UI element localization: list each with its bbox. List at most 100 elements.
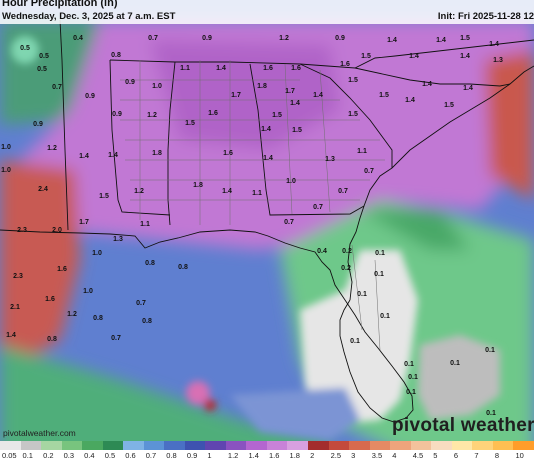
precip-value-label: 0.7 bbox=[284, 219, 294, 226]
precip-value-label: 1.4 bbox=[405, 97, 415, 104]
precip-value-label: 1.0 bbox=[152, 83, 162, 90]
precip-value-label: 0.5 bbox=[37, 66, 47, 73]
precip-value-label: 1.1 bbox=[252, 190, 262, 197]
scale-swatch bbox=[410, 441, 432, 450]
precip-value-label: 1.2 bbox=[67, 311, 77, 318]
precip-value-label: 1.6 bbox=[57, 266, 67, 273]
precip-value-label: 0.4 bbox=[317, 248, 327, 255]
init-time: Init: Fri 2025-11-28 12 bbox=[437, 11, 534, 22]
precip-value-label: 0.1 bbox=[486, 410, 496, 417]
scale-swatch bbox=[451, 441, 473, 450]
scale-swatch bbox=[328, 441, 350, 450]
precip-value-label: 1.4 bbox=[216, 65, 226, 72]
precip-value-label: 0.8 bbox=[142, 318, 152, 325]
scale-swatch bbox=[225, 441, 247, 450]
texas-louisiana-line bbox=[59, 19, 69, 231]
precip-value-label: 0.9 bbox=[125, 79, 135, 86]
scale-swatch bbox=[61, 441, 83, 450]
scale-swatch bbox=[390, 441, 411, 450]
precip-value-label: 1.0 bbox=[286, 178, 296, 185]
scale-swatch bbox=[143, 441, 165, 450]
scale-label: 1.2 bbox=[227, 451, 239, 460]
trace-shading bbox=[11, 36, 500, 440]
precip-value-label: 1.1 bbox=[357, 148, 367, 155]
scale-swatch bbox=[472, 441, 493, 450]
scale-label: 2 bbox=[310, 451, 315, 460]
precip-value-label: 1.1 bbox=[140, 221, 150, 228]
precip-value-label: 1.4 bbox=[463, 85, 473, 92]
trace-bahamas bbox=[418, 335, 500, 420]
precip-value-label: 0.1 bbox=[485, 347, 495, 354]
scale-swatch bbox=[41, 441, 62, 450]
precip-value-label: 1.5 bbox=[185, 120, 195, 127]
precip-value-label: 1.5 bbox=[99, 193, 109, 200]
precip-value-label: 1.4 bbox=[409, 53, 419, 60]
precip-value-label: 2.3 bbox=[13, 273, 23, 280]
trace-florida-peninsula bbox=[300, 250, 418, 425]
precip-value-label: 1.5 bbox=[272, 112, 282, 119]
precip-value-label: 0.7 bbox=[148, 35, 158, 42]
precip-value-label: 0.1 bbox=[380, 313, 390, 320]
precip-value-label: 1.4 bbox=[290, 100, 300, 107]
precip-value-label: 0.8 bbox=[145, 260, 155, 267]
precip-value-label: 0.1 bbox=[375, 250, 385, 257]
precip-value-label: 1.4 bbox=[313, 92, 323, 99]
pink-cell-gulf bbox=[186, 381, 210, 405]
scale-swatches bbox=[0, 441, 534, 450]
header-bar: Hour Precipitation (in) Wednesday, Dec. … bbox=[0, 0, 534, 24]
carolinas-line bbox=[354, 67, 511, 87]
green-band-northeast-florida bbox=[360, 210, 470, 250]
gulf-coastline bbox=[0, 229, 414, 423]
pivotal-weather-logo: pivotal weather bbox=[392, 415, 534, 436]
scale-label: 3 bbox=[351, 451, 356, 460]
precip-value-label: 1.4 bbox=[6, 332, 16, 339]
precip-value-label: 1.7 bbox=[285, 88, 295, 95]
precip-value-label: 0.8 bbox=[93, 315, 103, 322]
alabama-georgia-line bbox=[249, 63, 365, 216]
scale-label: 1 bbox=[207, 451, 212, 460]
precip-value-label: 2.1 bbox=[10, 304, 20, 311]
precip-value-label: 1.6 bbox=[223, 150, 233, 157]
scale-label: 0.8 bbox=[166, 451, 177, 460]
precip-value-label: 0.7 bbox=[52, 84, 62, 91]
precip-value-label: 1.5 bbox=[348, 111, 358, 118]
precip-value-label: 1.2 bbox=[47, 145, 57, 152]
precip-value-label: 1.5 bbox=[292, 127, 302, 134]
precip-value-label: 1.4 bbox=[108, 152, 118, 159]
precip-value-label: 0.2 bbox=[342, 248, 352, 255]
site-credit[interactable]: pivotalweather.com bbox=[3, 428, 76, 438]
scale-label: 7 bbox=[474, 451, 479, 460]
precip-value-label: 0.7 bbox=[364, 168, 374, 175]
precip-value-label: 0.1 bbox=[404, 361, 414, 368]
scale-label: 0.4 bbox=[84, 451, 95, 460]
precip-value-label: 1.0 bbox=[1, 167, 11, 174]
precip-value-label: 0.1 bbox=[374, 271, 384, 278]
scale-label: 0.5 bbox=[104, 451, 116, 460]
purple-precip-core bbox=[150, 40, 340, 150]
precip-value-label: 0.9 bbox=[112, 111, 122, 118]
scale-swatch bbox=[246, 441, 267, 450]
scale-label: 0.6 bbox=[125, 451, 136, 460]
precip-value-label: 1.7 bbox=[79, 219, 89, 226]
scale-swatch bbox=[369, 441, 391, 450]
precip-value-label: 1.5 bbox=[460, 35, 470, 42]
precip-value-label: 0.9 bbox=[85, 93, 95, 100]
precip-value-label: 0.8 bbox=[178, 264, 188, 271]
county-lines bbox=[120, 60, 385, 351]
scale-label: 0.2 bbox=[43, 451, 54, 460]
precip-value-label: 1.5 bbox=[444, 102, 454, 109]
mississippi-alabama-line bbox=[167, 61, 176, 226]
precip-value-label: 0.1 bbox=[406, 389, 416, 396]
precip-value-label: 0.1 bbox=[350, 338, 360, 345]
precip-value-label: 1.3 bbox=[325, 156, 335, 163]
scale-label: 5 bbox=[433, 451, 438, 460]
precip-value-label: 1.2 bbox=[147, 112, 157, 119]
scale-label: 6 bbox=[453, 451, 459, 460]
precip-value-label: 1.4 bbox=[489, 41, 499, 48]
scale-label: 4.5 bbox=[412, 451, 424, 460]
precip-value-label: 0.2 bbox=[341, 265, 351, 272]
red-precip-atlantic bbox=[485, 50, 534, 200]
precip-value-label: 1.7 bbox=[231, 92, 241, 99]
precip-value-label: 1.6 bbox=[45, 296, 55, 303]
